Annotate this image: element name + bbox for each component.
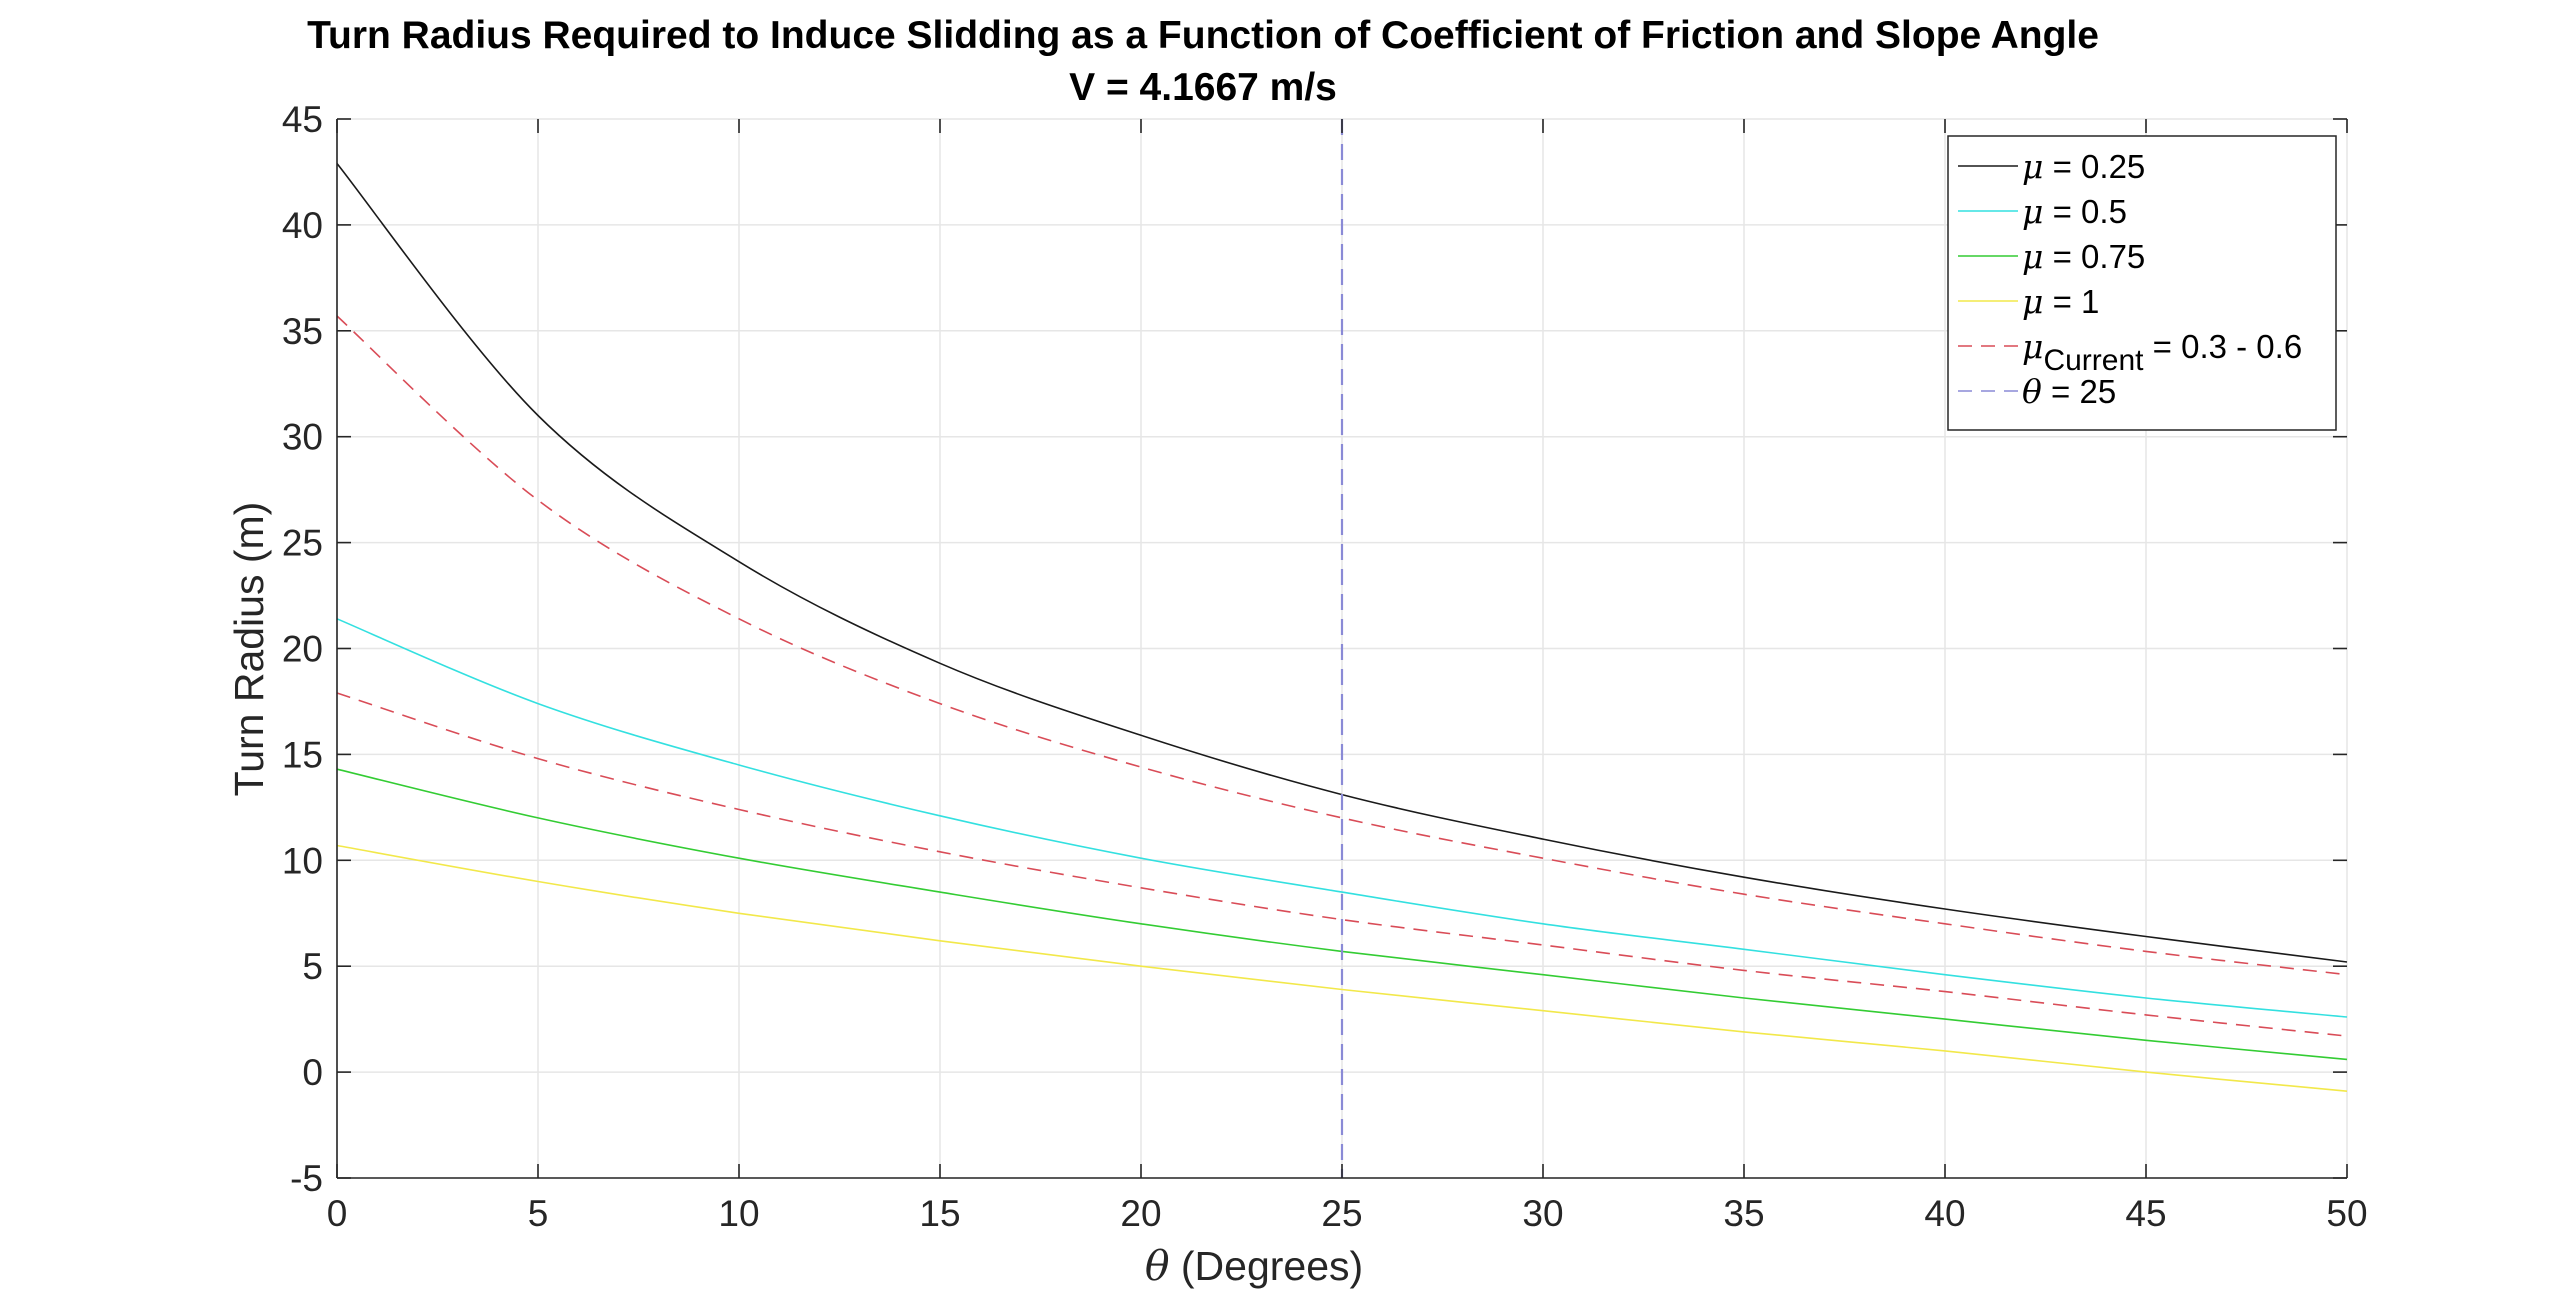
- legend-box: [1947, 135, 2337, 431]
- legend-subscript: Current: [2043, 344, 2144, 377]
- x-tick-label: 5: [528, 1193, 549, 1234]
- legend-value: = 25: [2042, 373, 2116, 410]
- series-line-5: [336, 315, 2348, 976]
- legend-symbol: μ: [2022, 192, 2043, 231]
- legend-entry-label: μ = 0.25: [2022, 147, 2145, 186]
- x-tick-label: 15: [919, 1193, 960, 1234]
- x-tick-label: 25: [1321, 1193, 1362, 1234]
- legend-symbol: μ: [2022, 327, 2043, 366]
- y-tick-label: 30: [282, 417, 323, 458]
- y-tick-label: 35: [282, 311, 323, 352]
- x-axis-label-symbol: θ: [1145, 1242, 1170, 1290]
- series-line-6: [336, 692, 2348, 1037]
- x-tick-labels: 0 5 10 15 20 25 30 35 40 45 50: [327, 1193, 2368, 1234]
- series-layer: [336, 119, 2348, 1178]
- y-tick-label: 25: [282, 523, 323, 564]
- y-tick-label: 5: [302, 946, 323, 987]
- chart-title: Turn Radius Required to Induce Slidding …: [307, 14, 2099, 57]
- y-axis-label: Turn Radius (m): [226, 502, 272, 797]
- y-tick-label: 40: [282, 205, 323, 246]
- legend-symbol: θ: [2022, 372, 2042, 411]
- legend-value: = 0.75: [2043, 238, 2145, 275]
- y-tick-label: 0: [302, 1052, 323, 1093]
- series-line-2: [336, 618, 2348, 1018]
- series-line-1: [336, 163, 2348, 963]
- y-tick-label: 45: [282, 99, 323, 140]
- x-tick-label: 50: [2326, 1193, 2367, 1234]
- legend-entry-label: μ = 0.75: [2022, 237, 2145, 276]
- legend-value: = 0.5: [2043, 193, 2126, 230]
- legend-symbol: μ: [2022, 147, 2043, 186]
- x-tick-label: 40: [1924, 1193, 1965, 1234]
- legend-symbol: μ: [2022, 282, 2043, 321]
- y-tick-label: 20: [282, 629, 323, 670]
- legend-value: = 1: [2043, 283, 2099, 320]
- x-tick-label: 10: [718, 1193, 759, 1234]
- series-line-4: [336, 844, 2348, 1092]
- legend-entry-label: μCurrent = 0.3 - 0.6: [2022, 327, 2302, 377]
- y-tick-label: 10: [282, 840, 323, 881]
- x-axis-label: θ (Degrees): [1145, 1242, 1363, 1290]
- legend-entry-label: θ = 25: [2022, 372, 2116, 411]
- legend-value: = 0.3 - 0.6: [2144, 328, 2303, 365]
- y-tick-label: 15: [282, 734, 323, 775]
- legend-entry-label: μ = 1: [2022, 282, 2099, 321]
- axes: [336, 118, 2348, 1179]
- legend-entry-label: μ = 0.5: [2022, 192, 2127, 231]
- x-tick-label: 45: [2125, 1193, 2166, 1234]
- y-tick-labels: -5 0 5 10 15 20 25 30 35 40 45: [282, 99, 323, 1199]
- x-tick-label: 0: [327, 1193, 348, 1234]
- x-axis-label-text: (Degrees): [1170, 1243, 1364, 1289]
- x-tick-label: 30: [1522, 1193, 1563, 1234]
- legend-value: = 0.25: [2043, 148, 2145, 185]
- legend-symbol: μ: [2022, 237, 2043, 276]
- x-tick-label: 20: [1120, 1193, 1161, 1234]
- chart-subtitle: V = 4.1667 m/s: [1069, 66, 1337, 109]
- y-tick-label: -5: [290, 1158, 323, 1199]
- x-tick-label: 35: [1723, 1193, 1764, 1234]
